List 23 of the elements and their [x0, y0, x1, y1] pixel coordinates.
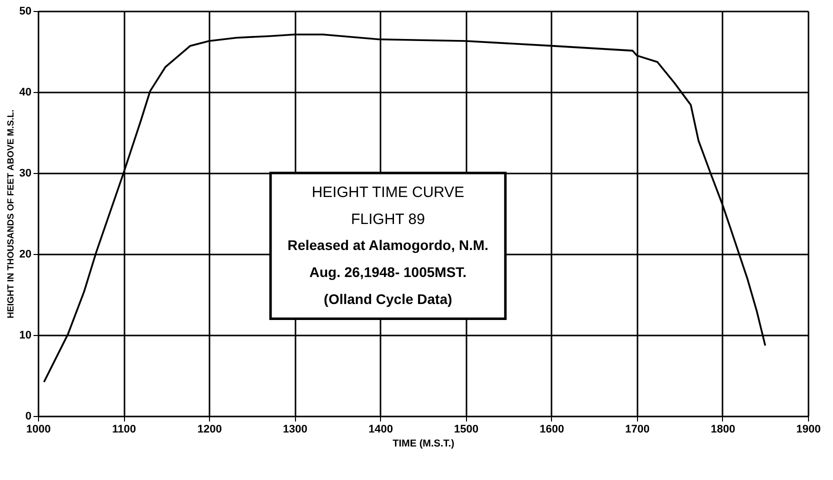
x-tick-label: 1900: [796, 424, 821, 436]
y-tick-label: 50: [19, 6, 32, 18]
y-tick-label: 10: [19, 330, 32, 342]
x-tick-label: 1500: [454, 424, 479, 436]
annotation: Released at Alamogordo, N.M.: [287, 236, 488, 253]
annotation: Aug. 26,1948- 1005MST.: [309, 264, 467, 280]
x-tick-label: 1200: [197, 424, 222, 436]
x-tick-label: 1600: [540, 424, 564, 436]
x-tick-label: 1400: [368, 424, 393, 436]
y-tick-label: 0: [25, 410, 32, 422]
y-tick-label: 30: [19, 168, 32, 180]
x-tick-label: 1700: [625, 424, 650, 436]
x-tick-label: 1300: [282, 424, 308, 436]
annotation: HEIGHT TIME CURVE: [312, 184, 464, 201]
y-tick-label: 40: [19, 86, 32, 98]
x-tick-label: 1800: [710, 424, 736, 436]
x-tick-label: 1000: [26, 424, 51, 436]
annotation: FLIGHT 89: [351, 210, 425, 228]
y-tick-label: 20: [19, 248, 32, 260]
x-axis-title: TIME (M.S.T.): [392, 438, 454, 450]
x-tick-label: 1100: [112, 424, 136, 436]
y-axis-title: HEIGHT IN THOUSANDS OF FEET ABOVE M.S.L.: [5, 110, 16, 318]
annotation: (Olland Cycle Data): [324, 290, 452, 307]
